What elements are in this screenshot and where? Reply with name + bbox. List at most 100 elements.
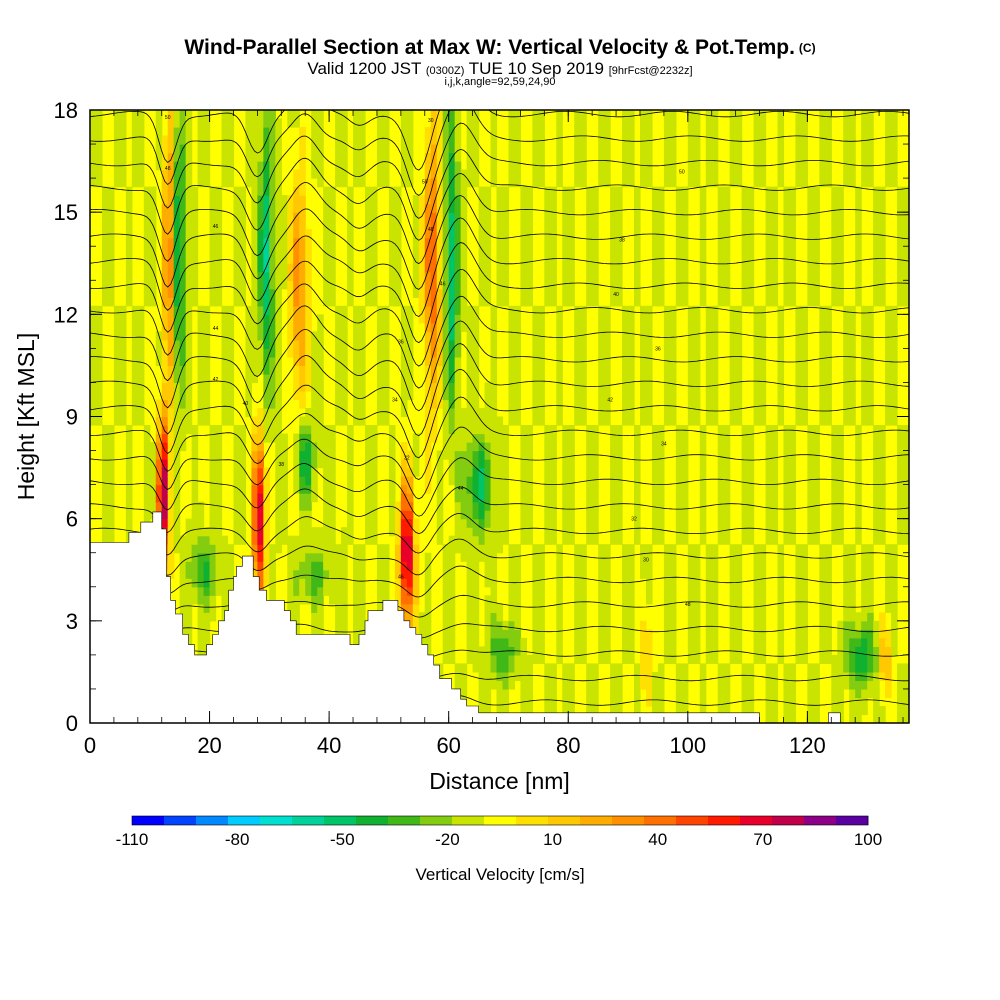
field-cell — [424, 178, 432, 188]
field-cell — [359, 161, 366, 171]
field-cell — [119, 339, 127, 349]
field-cell — [598, 322, 605, 332]
field-cell — [293, 356, 300, 367]
field-cell — [143, 203, 151, 213]
field-cell — [789, 203, 797, 213]
field-cell — [376, 305, 384, 315]
field-cell — [484, 407, 492, 418]
field-cell — [179, 297, 187, 307]
field-cell — [544, 220, 551, 230]
field-cell — [173, 144, 181, 154]
field-cell — [562, 705, 569, 716]
field-cell — [221, 578, 229, 588]
field-cell — [717, 476, 725, 486]
field-cell — [639, 135, 647, 145]
field-cell — [741, 229, 749, 239]
field-cell — [735, 382, 743, 392]
field-cell — [197, 595, 205, 605]
field-cell — [185, 195, 193, 205]
field-cell — [502, 271, 510, 281]
field-cell — [239, 535, 247, 545]
field-cell — [598, 569, 605, 579]
field-cell — [293, 552, 300, 562]
field-cell — [323, 501, 330, 511]
field-cell — [179, 544, 187, 554]
field-cell — [610, 186, 617, 196]
field-cell — [448, 237, 456, 247]
field-cell — [580, 629, 587, 639]
field-cell — [825, 569, 832, 579]
field-cell — [215, 484, 223, 494]
field-cell — [622, 612, 629, 622]
field-cell — [460, 271, 468, 281]
field-cell — [257, 425, 264, 435]
field-cell — [131, 382, 139, 392]
field-cell — [436, 135, 444, 145]
field-cell — [723, 220, 731, 230]
field-cell — [203, 535, 211, 545]
field-cell — [95, 305, 103, 315]
field-cell — [281, 467, 288, 477]
field-cell — [532, 314, 539, 324]
field-cell — [765, 510, 773, 520]
field-cell — [753, 399, 761, 409]
field-cell — [496, 433, 504, 443]
field-cell — [406, 476, 414, 486]
field-cell — [651, 697, 659, 707]
field-cell — [173, 314, 181, 324]
field-cell — [735, 578, 743, 588]
field-cell — [311, 425, 318, 435]
field-cell — [669, 552, 677, 562]
field-cell — [478, 212, 486, 222]
field-cell — [341, 535, 348, 545]
field-cell — [454, 544, 462, 554]
field-cell — [454, 399, 462, 409]
field-cell — [753, 305, 761, 315]
field-cell — [592, 459, 599, 469]
field-cell — [376, 127, 384, 137]
field-cell — [317, 110, 324, 120]
field-cell — [161, 331, 169, 341]
field-cell — [616, 484, 623, 494]
field-cell — [520, 527, 527, 537]
field-cell — [651, 263, 659, 273]
field-cell — [299, 169, 306, 179]
field-cell — [651, 195, 659, 205]
field-cell — [663, 135, 671, 145]
field-cell — [783, 271, 791, 281]
field-cell — [382, 322, 390, 332]
field-cell — [125, 246, 133, 256]
field-cell — [759, 654, 767, 664]
field-cell — [329, 246, 336, 256]
field-cell — [741, 280, 749, 290]
field-cell — [311, 569, 318, 579]
field-cell — [496, 416, 504, 426]
field-cell — [179, 110, 187, 120]
field-cell — [490, 442, 498, 452]
field-cell — [628, 552, 635, 562]
field-cell — [520, 646, 527, 656]
field-cell — [520, 663, 527, 673]
field-cell — [269, 288, 276, 298]
field-cell — [520, 459, 527, 469]
field-cell — [520, 237, 527, 247]
field-cell — [191, 263, 199, 273]
field-cell — [101, 297, 109, 307]
field-cell — [663, 390, 671, 401]
field-cell — [251, 314, 258, 324]
field-cell — [538, 331, 545, 341]
field-cell — [520, 288, 527, 298]
field-cell — [801, 629, 808, 639]
field-cell — [239, 271, 247, 281]
field-cell — [568, 433, 575, 443]
field-cell — [209, 237, 217, 247]
field-cell — [496, 544, 504, 554]
field-cell — [454, 390, 462, 401]
field-cell — [179, 339, 187, 349]
field-cell — [556, 586, 563, 596]
field-cell — [789, 663, 797, 673]
field-cell — [472, 612, 480, 622]
field-cell — [197, 178, 205, 188]
field-cell — [347, 493, 354, 503]
field-cell — [550, 237, 557, 247]
